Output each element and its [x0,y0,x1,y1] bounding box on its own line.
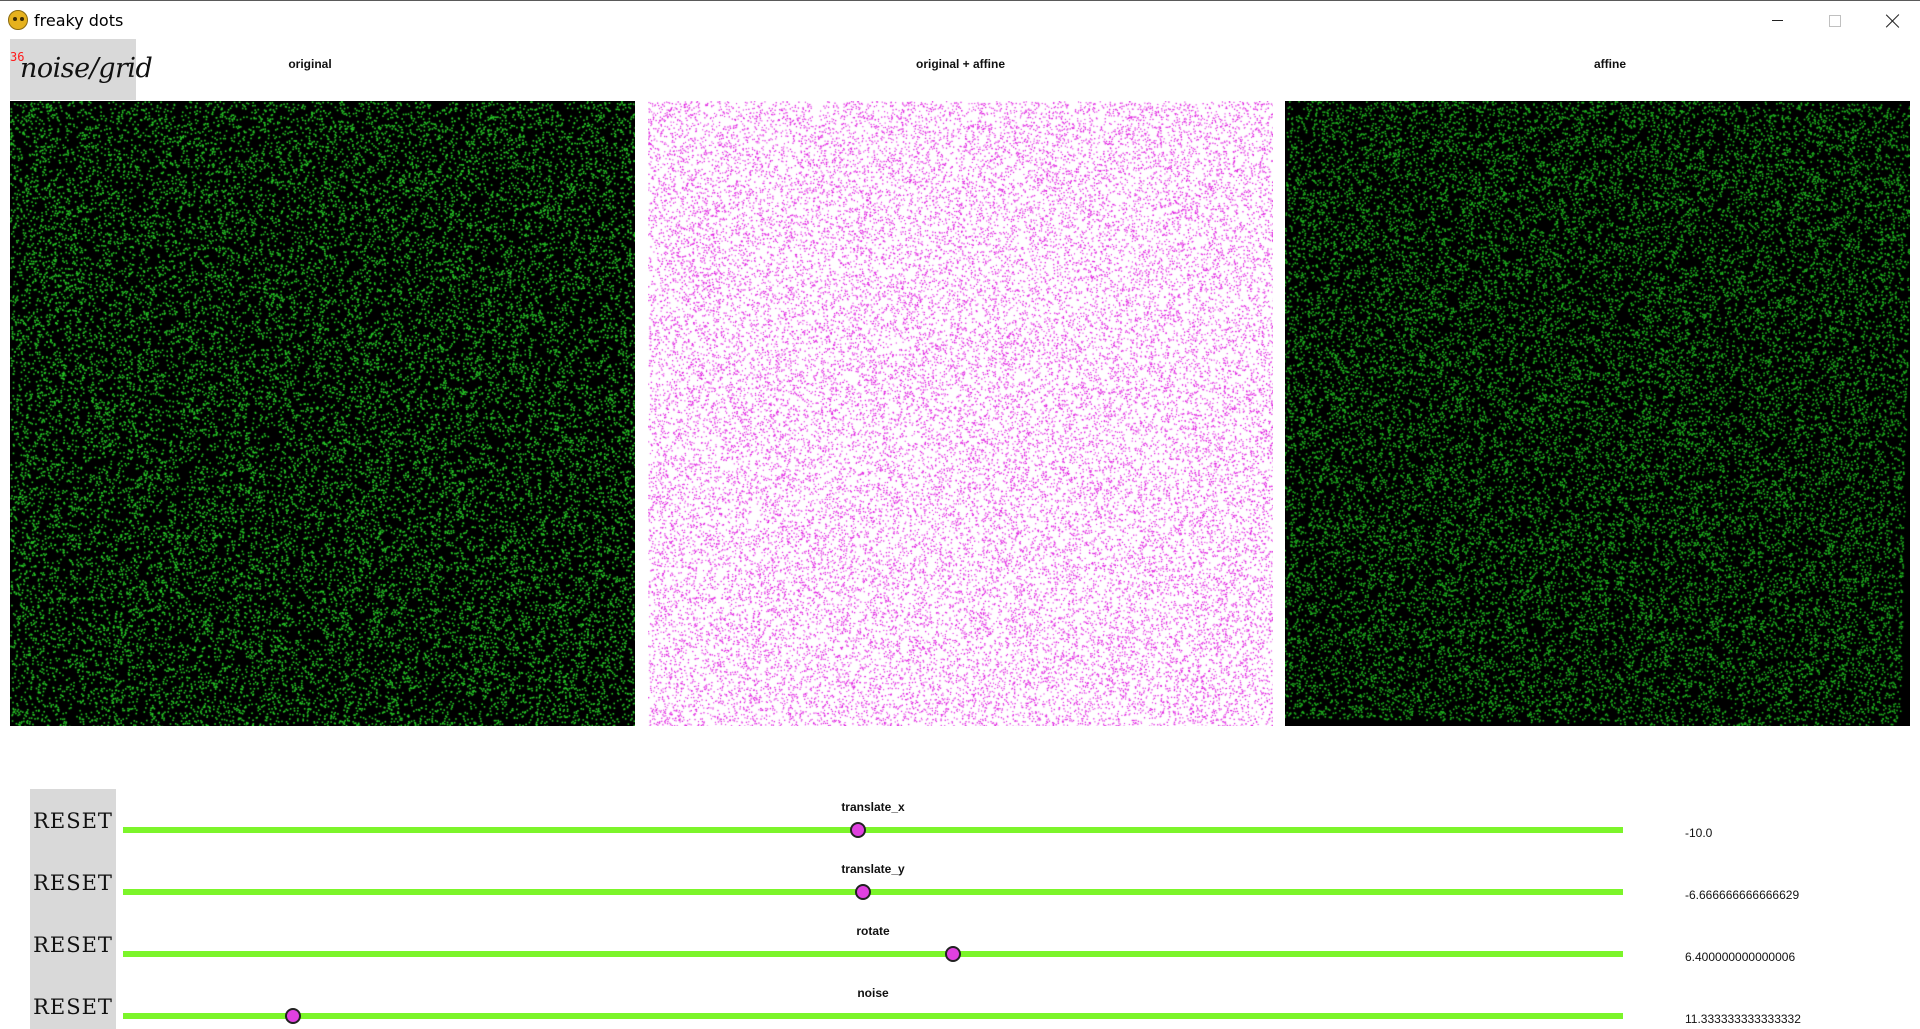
fps-counter: 36 [10,50,25,64]
rotate-slider[interactable] [123,946,1623,962]
translate-y-slider[interactable] [123,884,1623,900]
mode-toggle-button[interactable]: 36 noise/grid [10,39,153,100]
reset-noise-button[interactable]: RESET [33,995,113,1019]
translate-y-value: -6.666666666666629 [1685,888,1800,902]
original-dots-canvas [10,101,635,726]
reset-translate-y-button[interactable]: RESET [33,871,113,895]
affine-dots [1285,101,1910,726]
panel-title-original-plus-affine: original + affine [915,57,1005,71]
translate-x-slider[interactable] [123,822,1623,838]
reset-strip [30,789,116,1029]
slider-label-noise: noise [857,986,889,1000]
noise-value: 11.333333333333332 [1685,1012,1801,1026]
rotate-thumb[interactable] [944,946,961,962]
slider-controls: RESET translate_x -10.0 RESET translate_… [0,780,1920,1029]
mode-label: noise/grid [20,53,153,84]
affine-dots-canvas [1285,101,1910,726]
maximize-button[interactable] [1806,1,1864,40]
slider-label-translate-x: translate_x [841,800,905,814]
translate-x-thumb[interactable] [850,822,866,838]
panel-title-original: original [288,57,332,71]
close-button[interactable] [1864,1,1920,40]
maximize-icon [1829,14,1841,27]
translate-y-thumb[interactable] [854,884,871,900]
pygame-snake-icon [8,10,28,30]
rotate-value: 6.400000000000006 [1685,950,1796,964]
noise-thumb[interactable] [284,1008,301,1024]
window-title: freaky dots [34,11,124,30]
combined-dots [648,101,1273,726]
panel-title-affine: affine [1593,57,1626,71]
combined-dots-canvas [648,101,1273,726]
minimize-icon [1771,20,1783,21]
reset-rotate-button[interactable]: RESET [33,933,113,957]
original-dots [10,101,635,726]
close-icon [1886,14,1900,28]
reset-translate-x-button[interactable]: RESET [33,809,113,833]
slider-label-rotate: rotate [856,924,890,938]
title-bar: freaky dots [0,0,1920,39]
slider-label-translate-y: translate_y [841,862,905,876]
noise-slider[interactable] [123,1008,1623,1024]
translate-x-value: -10.0 [1685,826,1713,840]
minimize-button[interactable] [1748,1,1806,40]
